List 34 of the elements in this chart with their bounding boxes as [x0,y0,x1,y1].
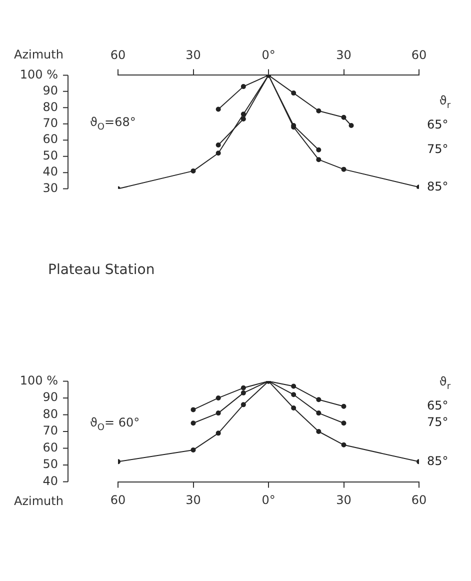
y-tick-label: 50 [42,148,58,162]
y-tick-label: 70 [42,424,58,438]
x-tick-label: 30 [336,48,352,62]
y-tick-label: 30 [42,180,58,195]
x-tick-label: 60 [110,493,126,508]
y-tick-label: 40 [42,474,58,488]
x-tick-label: 0° [262,493,276,508]
chart-title: Plateau Station [47,261,156,280]
x-tick-label: 60 [411,493,427,508]
y-tick-label: 40 [42,164,58,179]
x-tick-label: 30 [186,48,201,62]
y-tick-label: 100 % [20,373,58,388]
y-tick-label: 80 [42,406,58,421]
y-tick-label: 60 [42,440,58,454]
x-tick-label: 30 [186,493,201,508]
y-tick-label: 80 [42,100,58,114]
series-label: 85° [427,454,448,468]
y-tick-label: 90 [42,84,58,98]
text: 65° [427,398,448,412]
x-tick-label: 60 [110,48,126,62]
text: 75° [427,415,448,430]
text: 65° [427,118,448,132]
x-axis-title: Azimuth [14,47,64,62]
x-axis-title: Azimuth [14,494,64,508]
y-tick-label: 70 [42,116,58,130]
y-tick-label: 90 [42,390,58,404]
x-tick-label: 60 [411,48,427,62]
series-label: 85° [427,179,448,194]
x-tick-label: 30 [336,493,352,508]
y-tick-label: 50 [42,457,58,472]
x-tick-label: 0° [262,48,276,62]
text: 75° [427,142,448,156]
y-tick-label: 100 % [20,67,58,82]
y-tick-label: 60 [42,132,58,146]
